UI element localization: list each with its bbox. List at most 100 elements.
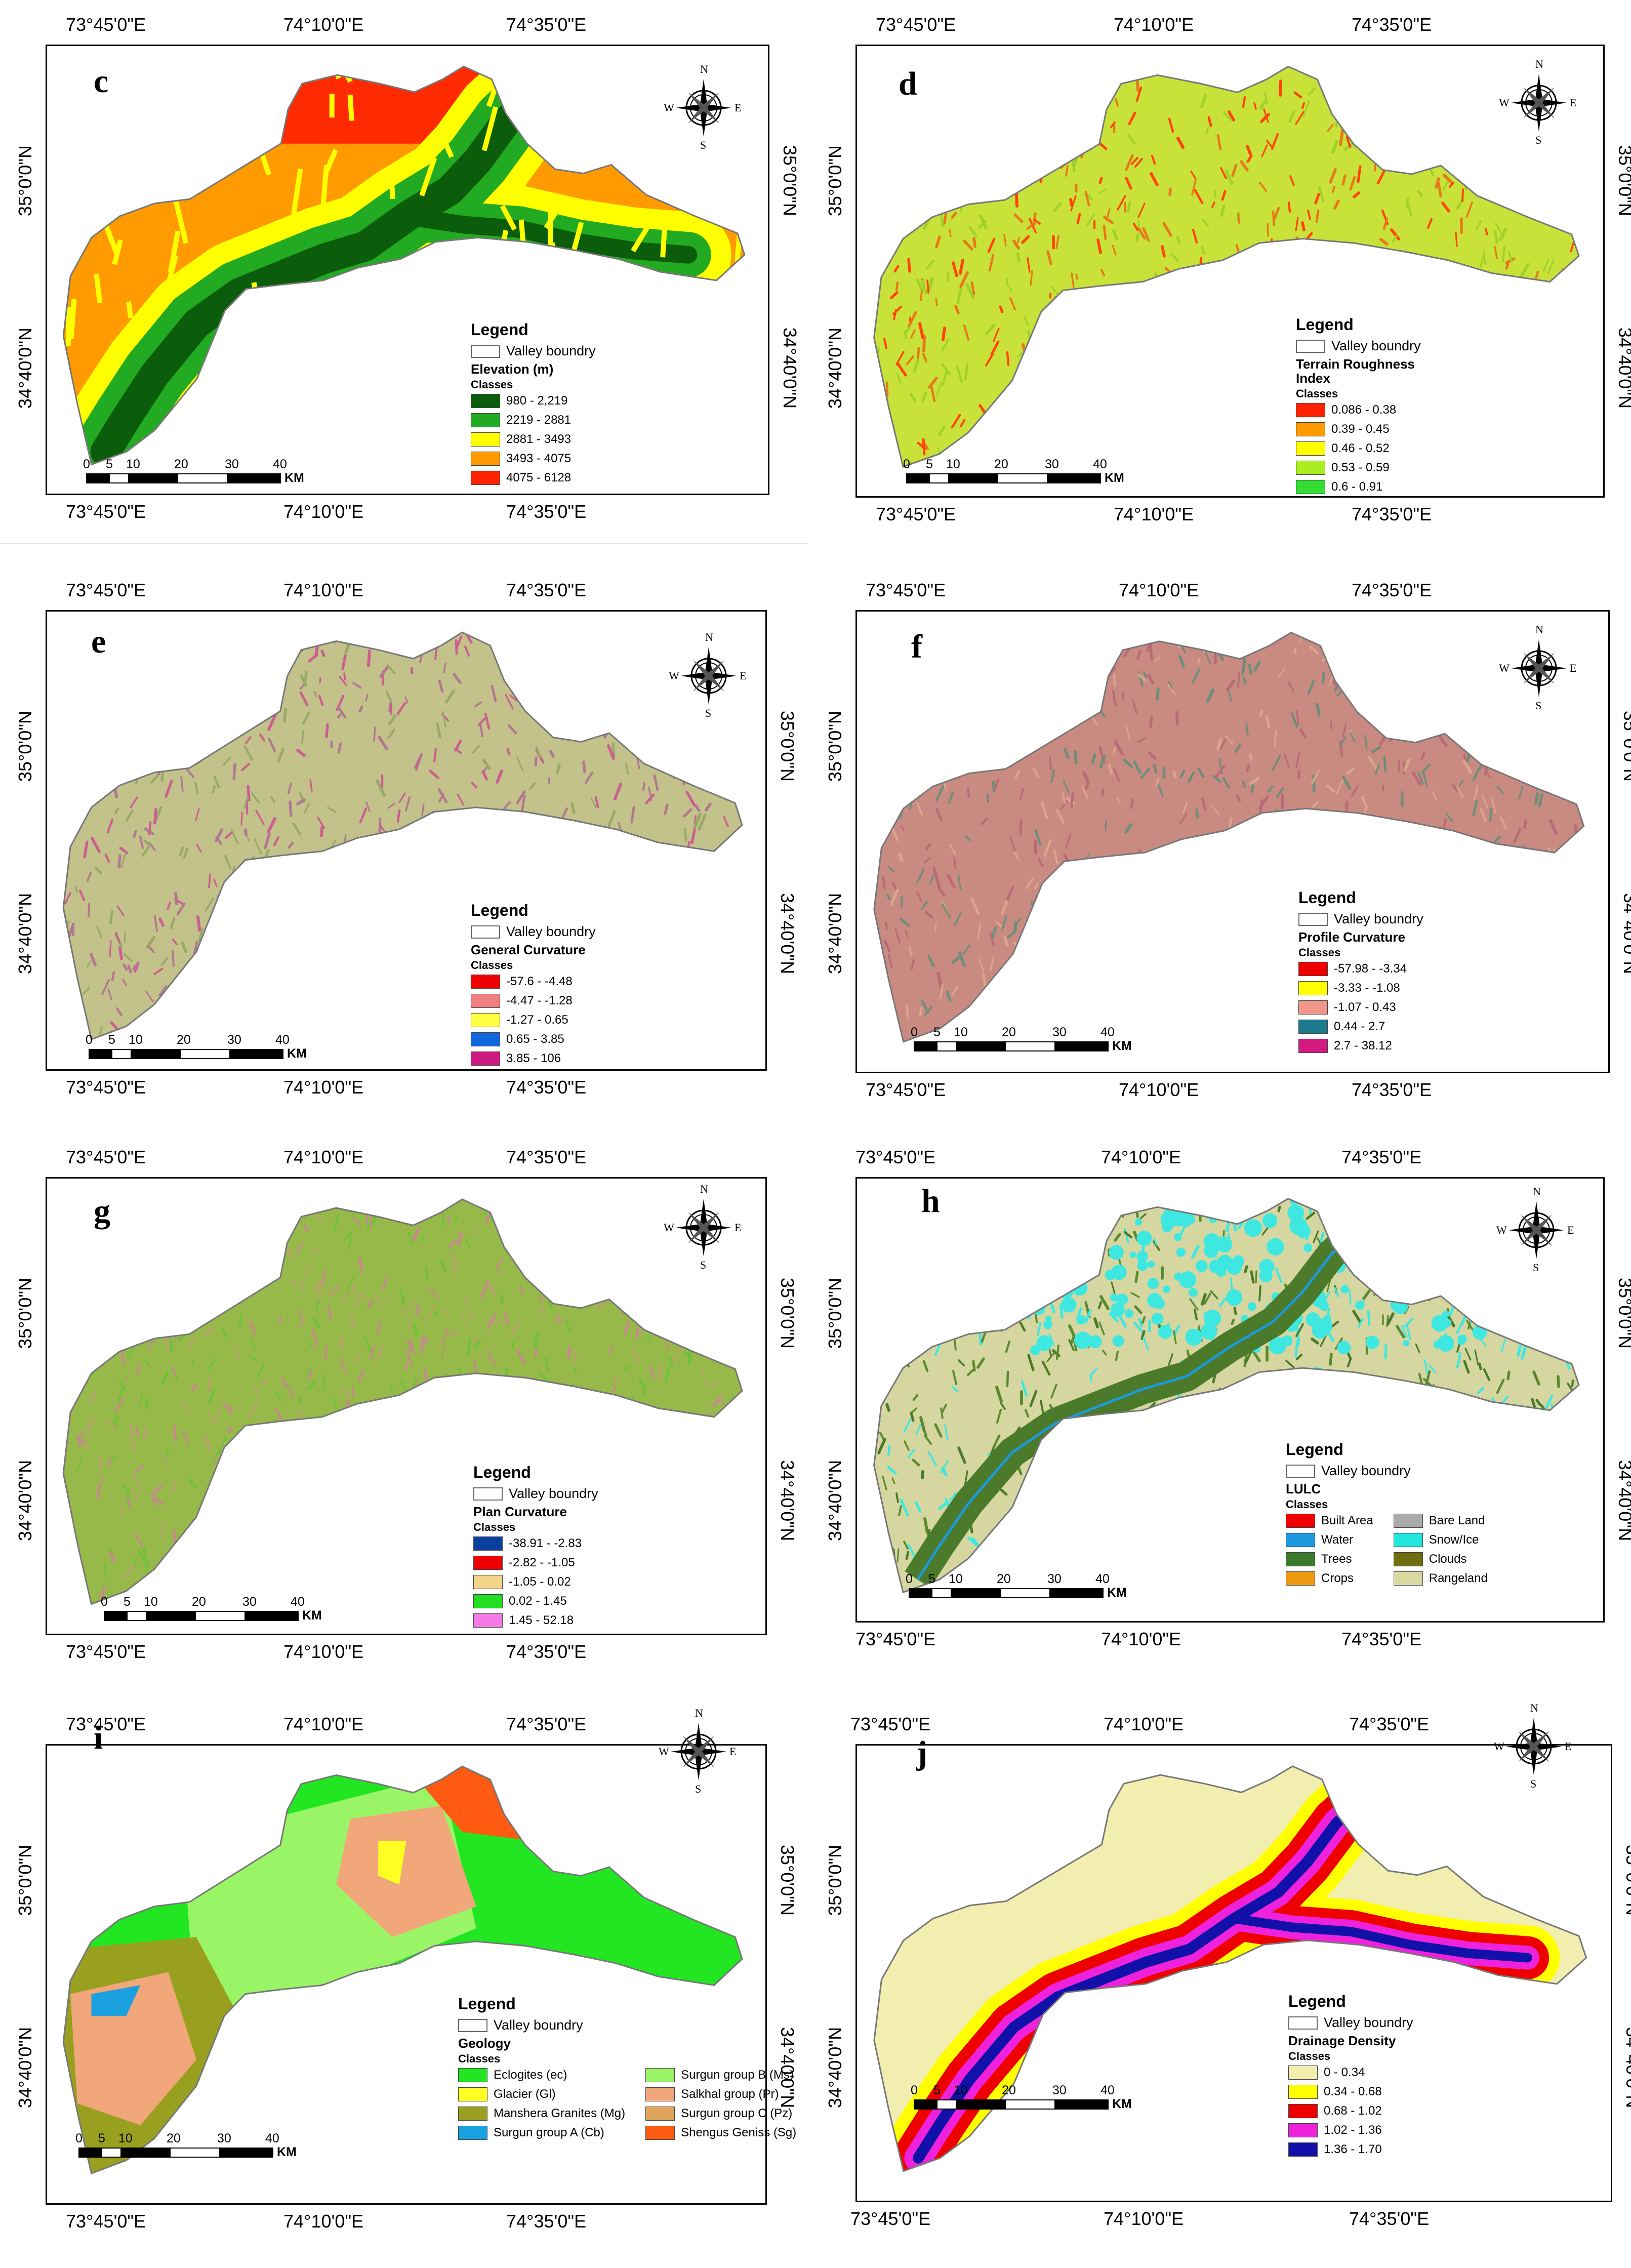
north-arrow-icon: N S W E bbox=[1494, 1702, 1572, 1790]
compass-w: W bbox=[1494, 1740, 1504, 1753]
legend-class-label: Eclogites (ec) bbox=[494, 2068, 567, 2082]
panel-label: c bbox=[94, 63, 109, 100]
legend-swatch bbox=[471, 452, 500, 466]
scale-tick-label: 20 bbox=[192, 1595, 206, 1609]
compass-s: S bbox=[705, 707, 712, 719]
longitude-label: 73°45'0"E bbox=[866, 580, 946, 600]
scale-tick-label: 0 bbox=[86, 1033, 93, 1047]
longitude-label: 74°35'0"E bbox=[506, 1077, 587, 1098]
valley-boundary-key: Valley boundry bbox=[1288, 2015, 1413, 2031]
panel-label: e bbox=[91, 623, 106, 660]
legend-title: Legend bbox=[471, 320, 528, 339]
legend-class-label: 0.39 - 0.45 bbox=[1331, 422, 1390, 436]
scale-segment bbox=[929, 473, 949, 483]
legend-c: Legend Valley boundry Elevation (m) Classes… bbox=[471, 320, 596, 488]
scale-tick-label: 5 bbox=[928, 1572, 935, 1586]
legend-swatch bbox=[473, 1575, 503, 1589]
legend-swatch bbox=[1393, 1533, 1423, 1547]
legend-class-label: Glacier (Gl) bbox=[494, 2087, 556, 2101]
longitude-label: 73°45'0"E bbox=[866, 1079, 946, 1100]
legend-class-label: Surgun group B (Ms) bbox=[681, 2068, 794, 2082]
legend-g: Legend Valley boundry Plan Curvature Classe… bbox=[473, 1463, 598, 1630]
valley-boundary-key: Valley boundry bbox=[1296, 338, 1438, 354]
legend-class-row: Surgun group B (Ms) bbox=[645, 2066, 796, 2085]
latitude-label: 35°0'0"N bbox=[1615, 1277, 1631, 1349]
scale-segment bbox=[111, 1049, 132, 1059]
legend-d: Legend Valley boundry Terrain Roughness In… bbox=[1296, 315, 1438, 497]
latitude-label: 34°40'0"N bbox=[15, 893, 35, 975]
legend-swatch bbox=[473, 1613, 503, 1628]
compass-s: S bbox=[700, 139, 707, 151]
legend-swatch bbox=[1288, 2085, 1318, 2099]
scale-tick-label: 20 bbox=[177, 1033, 191, 1047]
scale-segment bbox=[89, 1049, 111, 1059]
legend-class-label: Salkhal group (Pr) bbox=[681, 2087, 779, 2101]
legend-swatch bbox=[473, 1536, 503, 1551]
valley-boundary-swatch bbox=[1288, 2016, 1318, 2030]
legend-swatch bbox=[458, 2087, 487, 2101]
longitude-label: 73°45'0"E bbox=[66, 2211, 146, 2232]
legend-swatch bbox=[1296, 461, 1325, 475]
valley-boundary-key: Valley boundry bbox=[473, 1486, 598, 1502]
scale-bar: 0 5 10 20 30 40 KM bbox=[911, 2083, 1132, 2119]
longitude-label: 73°45'0"E bbox=[66, 1147, 146, 1167]
panel-label: j bbox=[916, 1734, 927, 1771]
compass-e: E bbox=[1565, 1740, 1572, 1753]
scale-tick-label: 40 bbox=[273, 457, 287, 471]
scale-unit: KM bbox=[1105, 471, 1124, 485]
legend-class-label: 4075 - 6128 bbox=[506, 471, 572, 484]
scale-segment bbox=[195, 1611, 246, 1621]
legend-class-label: -38.91 - -2.83 bbox=[509, 1536, 582, 1550]
scale-segment bbox=[914, 2099, 936, 2110]
legend-swatch bbox=[458, 2107, 487, 2121]
scale-segment bbox=[957, 1041, 1005, 1051]
valley-boundary-key: Valley boundry bbox=[1298, 911, 1423, 927]
latitude-label: 34°40'0"N bbox=[825, 893, 845, 975]
longitude-label: 73°45'0"E bbox=[66, 501, 146, 522]
legend-class-label: 0.02 - 1.45 bbox=[509, 1594, 567, 1608]
compass-e: E bbox=[1570, 662, 1577, 674]
scale-segment bbox=[931, 1588, 952, 1598]
panel-label: d bbox=[899, 65, 917, 102]
legend-class-label: -3.33 - -1.08 bbox=[1334, 981, 1400, 995]
scale-segment bbox=[1055, 2099, 1109, 2110]
scale-segment bbox=[220, 2148, 273, 2158]
valley-boundary-label: Valley boundry bbox=[494, 2017, 583, 2033]
legend-swatch bbox=[473, 1556, 503, 1570]
scale-tick-label: 40 bbox=[1095, 1572, 1110, 1586]
longitude-label: 74°10'0"E bbox=[1114, 14, 1194, 35]
legend-class-label: 0.53 - 0.59 bbox=[1331, 461, 1390, 474]
legend-class-row: 2.7 - 38.12 bbox=[1298, 1036, 1423, 1056]
scale-segment bbox=[170, 2148, 220, 2158]
legend-class-label: 0.6 - 0.91 bbox=[1331, 480, 1383, 494]
legend-swatch bbox=[1288, 2142, 1318, 2157]
legend-class-row: 0.02 - 1.45 bbox=[473, 1592, 598, 1611]
legend-class-row: Manshera Granites (Mg) bbox=[458, 2104, 625, 2123]
legend-swatch bbox=[1298, 981, 1328, 995]
valley-boundary-swatch bbox=[1286, 1464, 1315, 1478]
longitude-label: 74°35'0"E bbox=[1352, 14, 1432, 35]
legend-title: Legend bbox=[1286, 1440, 1343, 1459]
compass-w: W bbox=[659, 1745, 669, 1758]
compass-w: W bbox=[664, 101, 674, 114]
scale-bar: 0 5 10 20 30 40 KM bbox=[906, 1572, 1127, 1607]
compass-e: E bbox=[1570, 96, 1577, 109]
legend-class-list: 0.086 - 0.38 0.39 - 0.45 0.46 - 0.52 0.53 -… bbox=[1296, 400, 1438, 497]
legend-class-label: 1.36 - 1.70 bbox=[1324, 2142, 1382, 2156]
scale-segment bbox=[997, 473, 1048, 483]
legend-class-row: 0.53 - 0.59 bbox=[1296, 458, 1438, 477]
longitude-label: 73°45'0"E bbox=[876, 14, 956, 35]
legend-class-label: 3493 - 4075 bbox=[506, 452, 572, 465]
valley-boundary-label: Valley boundry bbox=[509, 1486, 598, 1501]
legend-class-row: -57.6 - -4.48 bbox=[471, 972, 596, 991]
latitude-label: 34°40'0"N bbox=[15, 2027, 35, 2109]
legend-class-label: Manshera Granites (Mg) bbox=[494, 2107, 626, 2120]
longitude-label: 73°45'0"E bbox=[855, 1629, 936, 1649]
legend-swatch bbox=[1298, 1020, 1328, 1034]
legend-swatch bbox=[458, 2126, 487, 2140]
longitude-label: 74°35'0"E bbox=[1349, 2208, 1430, 2229]
legend-class-row: 4075 - 6128 bbox=[471, 468, 596, 488]
legend-swatch bbox=[1298, 1039, 1328, 1053]
longitude-label: 74°10'0"E bbox=[283, 2211, 364, 2232]
scale-tick-label: 30 bbox=[1052, 1025, 1067, 1039]
